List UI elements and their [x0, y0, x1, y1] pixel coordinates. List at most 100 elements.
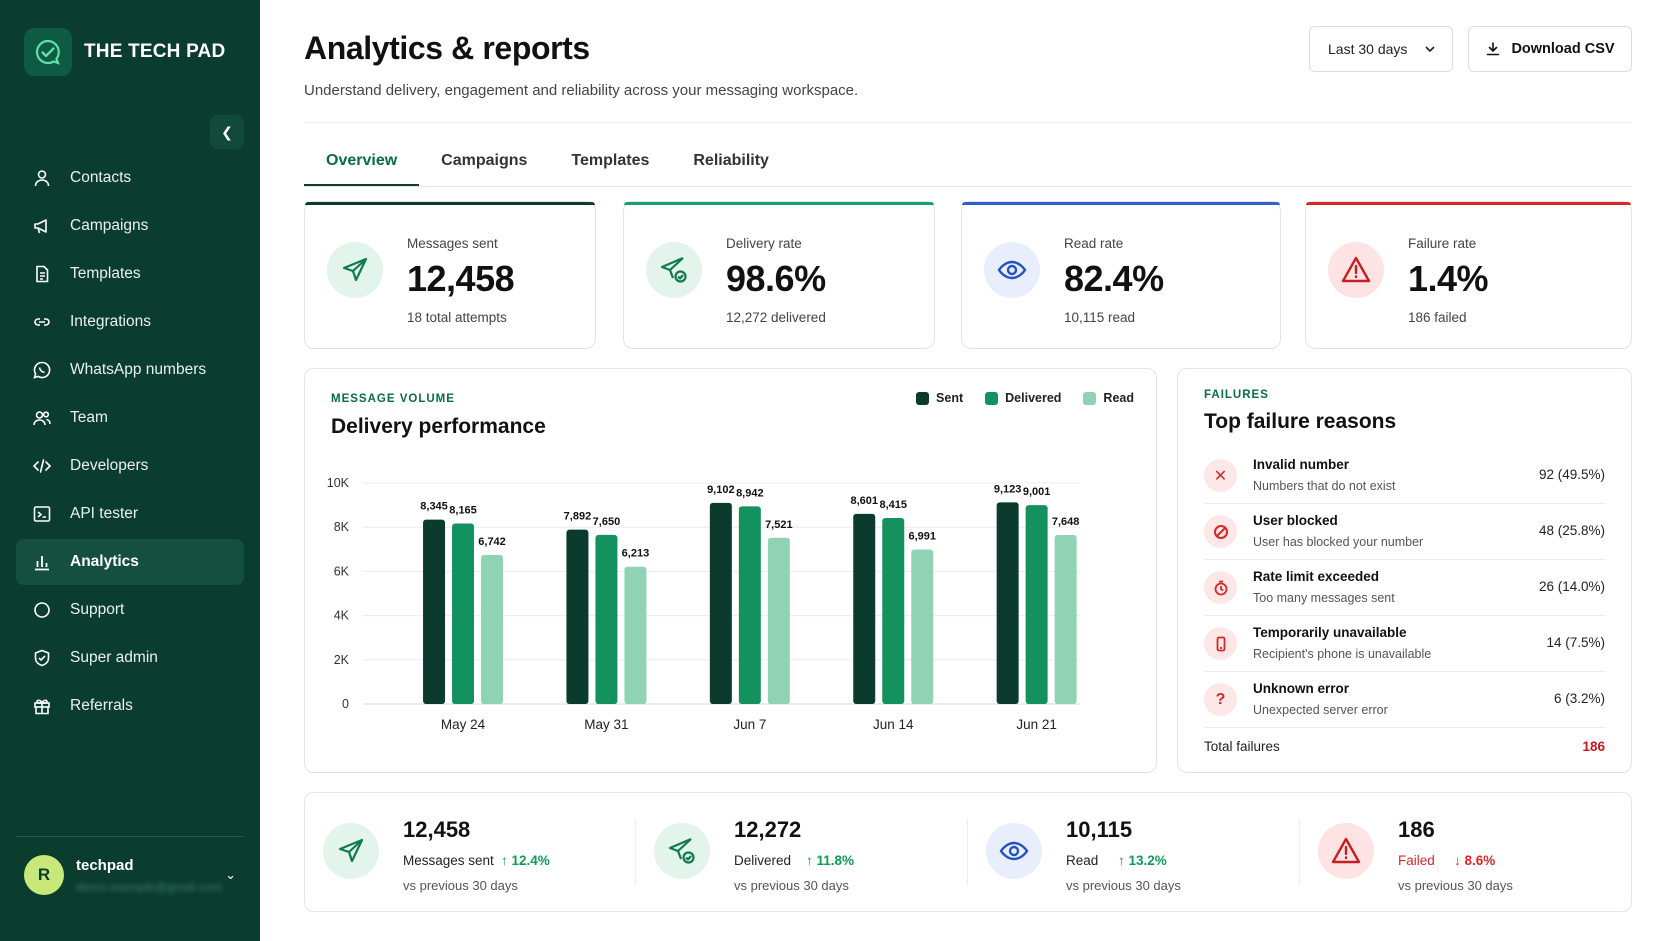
sidebar-item-contacts[interactable]: Contacts — [16, 155, 244, 201]
kpi-label: Messages sent — [407, 236, 498, 251]
legend-swatch — [985, 391, 999, 405]
sidebar-item-campaigns[interactable]: Campaigns — [16, 203, 244, 249]
chevron-left-icon: ❮ — [221, 123, 233, 140]
summary-label: Failed — [1398, 853, 1435, 868]
kpi-subtext: 10,115 read — [1064, 310, 1136, 325]
arrow-up-icon: ↑ — [501, 853, 508, 868]
data-label: 7,892 — [564, 511, 592, 523]
summary-note: vs previous 30 days — [734, 878, 849, 893]
summary-label: Messages sent — [403, 853, 494, 868]
failures-total: Total failures 186 — [1204, 739, 1605, 754]
failure-row[interactable]: Rate limit exceeded Too many messages se… — [1204, 560, 1605, 616]
kpi-subtext: 12,272 delivered — [726, 310, 826, 325]
sidebar-item-whatsapp-numbers[interactable]: WhatsApp numbers — [16, 347, 244, 393]
failure-row[interactable]: ✕ Invalid number Numbers that do not exi… — [1204, 448, 1605, 504]
avatar: R — [24, 855, 64, 895]
x-tick-label: May 31 — [584, 717, 628, 732]
tab-campaigns[interactable]: Campaigns — [441, 152, 528, 169]
bar-read — [481, 555, 504, 704]
bar-delivered — [1025, 505, 1048, 704]
user-menu[interactable]: R techpad demo.example@gmail.com ⌄ — [24, 855, 236, 895]
brand[interactable]: THE TECH PAD — [24, 28, 225, 76]
tab-overview[interactable]: Overview — [304, 140, 420, 187]
timer-icon — [1204, 571, 1237, 604]
kpi-accent-bar — [624, 202, 934, 205]
y-tick-label: 0 — [342, 697, 349, 711]
kpi-card-messages-sent: Messages sent 12,458 18 total attempts — [304, 201, 596, 349]
sidebar-item-developers[interactable]: Developers — [16, 443, 244, 489]
kpi-subtext: 186 failed — [1408, 310, 1467, 325]
summary-value: 10,115 — [1066, 817, 1133, 842]
failure-name: Rate limit exceeded — [1253, 569, 1380, 584]
kpi-accent-bar — [962, 202, 1280, 205]
sidebar-item-support[interactable]: Support — [16, 587, 244, 633]
data-label: 9,102 — [707, 484, 735, 496]
summary-value: 186 — [1398, 817, 1435, 842]
failure-name: Invalid number — [1253, 457, 1350, 472]
chevron-down-icon — [1425, 46, 1435, 53]
download-csv-label: Download CSV — [1511, 41, 1615, 57]
chart-legend: Sent Delivered Read — [916, 391, 1134, 405]
kpi-card-read-rate: Read rate 82.4% 10,115 read — [961, 201, 1281, 349]
sidebar-item-referrals[interactable]: Referrals — [16, 683, 244, 729]
eye-icon — [984, 242, 1040, 298]
chart-kicker: MESSAGE VOLUME — [331, 393, 455, 405]
whatsapp-icon — [33, 361, 51, 379]
brand-name: THE TECH PAD — [84, 41, 226, 62]
y-tick-label: 8K — [334, 520, 350, 534]
sidebar-collapse-button[interactable]: ❮ — [210, 115, 244, 149]
sidebar-item-label: Team — [70, 409, 108, 426]
download-csv-button[interactable]: Download CSV — [1468, 26, 1632, 72]
summary-item-failed: 186 Failed ↓ 8.6% vs previous 30 days — [1300, 793, 1630, 911]
legend-item-read[interactable]: Read — [1083, 391, 1134, 405]
summary-divider — [1299, 819, 1300, 885]
sidebar-item-super-admin[interactable]: Super admin — [16, 635, 244, 681]
link-icon — [34, 318, 50, 326]
kpi-card-delivery-rate: Delivery rate 98.6% 12,272 delivered — [623, 201, 935, 349]
blocked-icon — [1204, 515, 1237, 548]
failures-kicker: FAILURES — [1204, 389, 1269, 401]
failure-count: 26 (14.0%) — [1538, 579, 1605, 594]
bar-sent — [423, 519, 446, 704]
tabs: Overview Campaigns Templates Reliability — [304, 140, 791, 187]
kpi-label: Failure rate — [1408, 236, 1477, 251]
sidebar-item-analytics[interactable]: Analytics — [16, 539, 244, 585]
sidebar-item-label: Integrations — [70, 313, 151, 330]
failure-description: Numbers that do not exist — [1253, 479, 1396, 493]
data-label: 8,942 — [736, 487, 764, 499]
brand-logo-icon — [24, 28, 72, 76]
x-icon: ✕ — [1204, 459, 1237, 492]
user-info: techpad demo.example@gmail.com — [76, 857, 225, 894]
failure-description: Unexpected server error — [1253, 703, 1388, 717]
sidebar-item-label: Templates — [70, 265, 141, 282]
y-tick-label: 10K — [327, 476, 350, 490]
arrow-up-icon: ↑ — [806, 853, 813, 868]
failure-row[interactable]: User blocked User has blocked your numbe… — [1204, 504, 1605, 560]
failure-count: 14 (7.5%) — [1546, 635, 1605, 650]
legend-item-delivered[interactable]: Delivered — [985, 391, 1061, 405]
data-label: 8,601 — [850, 495, 878, 507]
failure-list: ✕ Invalid number Numbers that do not exi… — [1204, 448, 1605, 728]
chevron-down-icon[interactable]: ⌄ — [225, 867, 236, 882]
sidebar-item-team[interactable]: Team — [16, 395, 244, 441]
summary-change: ↑ 12.4% — [501, 853, 550, 868]
failure-name: Temporarily unavailable — [1253, 625, 1407, 640]
tab-reliability[interactable]: Reliability — [693, 152, 769, 169]
page-title: Analytics & reports — [304, 30, 590, 66]
send-icon — [323, 823, 379, 879]
tab-templates[interactable]: Templates — [571, 152, 650, 169]
date-range-select[interactable]: Last 30 days — [1309, 26, 1453, 72]
sidebar-item-integrations[interactable]: Integrations — [16, 299, 244, 345]
data-label: 7,648 — [1052, 516, 1080, 528]
summary-divider — [635, 819, 636, 885]
bar-sent — [566, 529, 589, 704]
failure-row[interactable]: Temporarily unavailable Recipient's phon… — [1204, 616, 1605, 672]
kpi-accent-bar — [1306, 202, 1631, 205]
warning-icon — [1328, 242, 1384, 298]
failure-row[interactable]: ? Unknown error Unexpected server error … — [1204, 672, 1605, 728]
sidebar-item-templates[interactable]: Templates — [16, 251, 244, 297]
failure-name: User blocked — [1253, 513, 1338, 528]
sidebar-item-api-tester[interactable]: API tester — [16, 491, 244, 537]
x-tick-label: Jun 14 — [873, 717, 914, 732]
legend-item-sent[interactable]: Sent — [916, 391, 963, 405]
